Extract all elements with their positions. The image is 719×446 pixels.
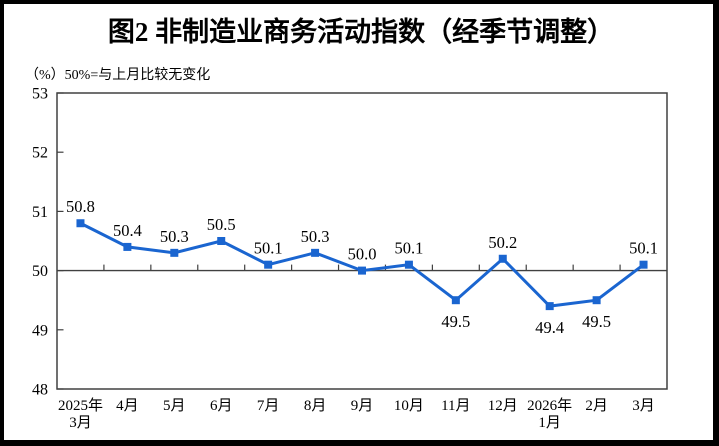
data-point-label: 49.5 bbox=[441, 312, 470, 331]
y-axis-label: 50 bbox=[32, 263, 48, 280]
y-axis-label: 52 bbox=[32, 145, 48, 162]
data-point-marker bbox=[311, 248, 320, 257]
x-axis-label: 3月 bbox=[632, 398, 655, 414]
plot-border bbox=[56, 92, 668, 390]
x-axis-label: 2026年 1月 bbox=[527, 397, 572, 431]
data-point-marker bbox=[404, 260, 413, 269]
x-axis-label: 4月 bbox=[116, 398, 139, 414]
data-point-label: 50.3 bbox=[160, 227, 189, 246]
data-point-label: 50.4 bbox=[113, 221, 142, 240]
x-axis-label: 2025年 3月 bbox=[58, 397, 103, 431]
x-axis-label: 5月 bbox=[163, 398, 186, 414]
data-point-label: 50.5 bbox=[207, 215, 236, 234]
data-point-label: 50.0 bbox=[348, 245, 377, 264]
data-point-label: 50.1 bbox=[394, 239, 423, 258]
data-point-marker bbox=[451, 296, 460, 305]
data-point-marker bbox=[76, 219, 85, 228]
plot-area: 53 52 51 50 49 48 2025年 3月 4月 5月 6月 7月 8月 9月 10月 11月 12月… bbox=[32, 86, 668, 431]
x-axis-label: 7月 bbox=[257, 398, 280, 414]
data-point-label: 50.8 bbox=[66, 197, 95, 216]
chart-title: 图2 非制造业商务活动指数（经季节调整） bbox=[108, 16, 614, 47]
x-axis-label: 10月 bbox=[394, 398, 424, 414]
data-point-label: 50.1 bbox=[254, 239, 283, 258]
data-point-label: 50.1 bbox=[629, 239, 658, 258]
x-axis-label: 11月 bbox=[441, 398, 470, 414]
data-point-marker bbox=[639, 260, 648, 269]
y-axis-label: 51 bbox=[32, 204, 48, 221]
data-point-marker bbox=[545, 302, 554, 311]
data-point-marker bbox=[498, 254, 507, 263]
data-point-marker bbox=[217, 237, 226, 245]
y-axis-label: 48 bbox=[32, 382, 48, 399]
axis-unit-note: （%）50%=与上月比较无变化 bbox=[25, 67, 210, 83]
y-axis-label: 49 bbox=[32, 322, 48, 339]
x-axis-label: 12月 bbox=[488, 398, 518, 414]
data-point-label: 50.3 bbox=[301, 227, 330, 246]
x-axis-label: 9月 bbox=[351, 398, 374, 414]
x-axis-label: 2月 bbox=[585, 398, 608, 414]
data-point-marker bbox=[264, 260, 273, 269]
data-point-marker bbox=[592, 296, 601, 305]
y-axis-label: 53 bbox=[32, 86, 48, 103]
data-point-marker bbox=[170, 248, 179, 257]
x-axis-label: 8月 bbox=[304, 398, 327, 414]
data-point-label: 49.4 bbox=[535, 318, 564, 337]
data-point-label: 50.2 bbox=[488, 233, 517, 252]
data-point-marker bbox=[123, 242, 132, 251]
x-axis-label: 6月 bbox=[210, 398, 233, 414]
data-point-marker bbox=[358, 266, 366, 275]
data-point-label: 49.5 bbox=[582, 312, 611, 331]
